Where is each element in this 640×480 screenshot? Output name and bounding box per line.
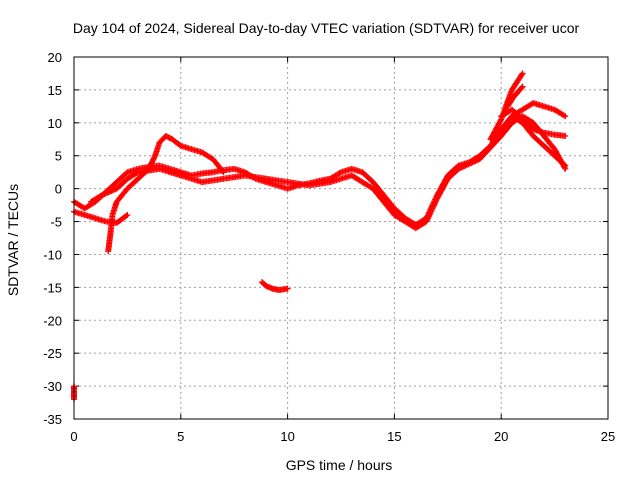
series-track-f — [498, 113, 569, 169]
y-tick-label: -35 — [43, 412, 62, 427]
x-tick-label: 25 — [601, 429, 615, 444]
data-point — [124, 211, 131, 218]
y-tick-label: 0 — [55, 182, 62, 197]
y-tick-label: 10 — [48, 116, 62, 131]
x-axis-label: GPS time / hours — [286, 457, 393, 473]
tick-layer: 0 5 10 15 20 25 -35 -30 -25 -20 -15 -10 -5 0 5 10 15 20 — [43, 50, 615, 444]
x-tick-label: 15 — [387, 429, 401, 444]
series-track-g — [487, 70, 526, 143]
data-point — [561, 161, 568, 168]
data-point — [497, 117, 504, 124]
plot-frame — [73, 56, 609, 420]
y-tick-label: -30 — [43, 379, 62, 394]
x-tick-label: 10 — [280, 429, 294, 444]
data-point — [562, 113, 569, 120]
y-tick-label: -10 — [43, 247, 62, 262]
y-tick-label: 5 — [55, 149, 62, 164]
series-track-h — [504, 83, 526, 110]
y-tick-label: -5 — [50, 215, 62, 230]
data-point — [284, 285, 291, 292]
y-tick-label: -15 — [43, 280, 62, 295]
series-track-c — [105, 133, 227, 255]
x-tick-label: 0 — [70, 429, 77, 444]
data-point — [219, 168, 226, 174]
data-point — [336, 170, 343, 176]
data-point — [562, 162, 569, 169]
chart-title: Day 104 of 2024, Sidereal Day-to-day VTE… — [73, 20, 580, 36]
data-point — [123, 212, 130, 219]
y-tick-label: 15 — [48, 83, 62, 98]
y-axis-label: SDTVAR / TECUs — [5, 184, 21, 296]
data-point — [518, 84, 525, 91]
data-point — [151, 154, 158, 160]
y-tick-label: -20 — [43, 313, 62, 328]
data-point — [519, 83, 526, 90]
series-track-d — [88, 113, 569, 232]
x-tick-label: 20 — [494, 429, 508, 444]
data-point — [220, 169, 227, 176]
data-point — [518, 71, 525, 78]
data-marks — [71, 70, 569, 403]
data-point — [150, 156, 157, 163]
x-tick-label: 5 — [177, 429, 184, 444]
series-track-i — [259, 279, 291, 293]
y-tick-label: -25 — [43, 346, 62, 361]
data-point — [562, 132, 569, 139]
data-point — [519, 70, 526, 77]
y-tick-label: 20 — [48, 50, 62, 65]
